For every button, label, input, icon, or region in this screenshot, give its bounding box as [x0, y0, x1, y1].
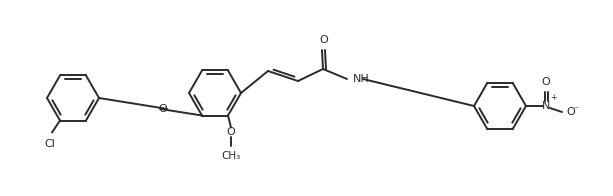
Text: NH: NH [353, 74, 370, 84]
Text: O: O [319, 35, 329, 45]
Text: ⁻: ⁻ [573, 105, 578, 115]
Text: O: O [542, 77, 550, 87]
Text: CH₃: CH₃ [221, 151, 241, 161]
Text: +: + [550, 93, 557, 102]
Text: N: N [542, 101, 550, 111]
Text: O: O [566, 107, 575, 117]
Text: O: O [227, 126, 235, 137]
Text: O: O [159, 104, 167, 114]
Text: Cl: Cl [45, 139, 55, 149]
